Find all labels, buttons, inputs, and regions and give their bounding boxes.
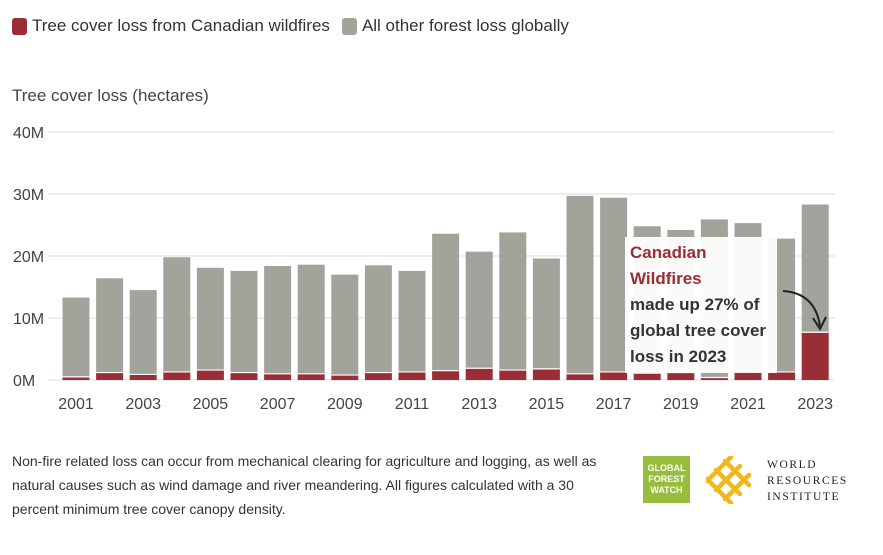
wri-weave-strand [722,472,752,502]
x-tick-label: 2005 [193,396,229,413]
bar-canadian-2020 [700,377,728,380]
bar-other-2017 [600,197,628,372]
x-tick-label: 2023 [797,396,833,413]
wri-line-2: RESOURCES [767,475,848,487]
bar-other-2002 [96,278,124,373]
y-tick-label: 30M [13,187,44,204]
callout-annotation: Canadian Wildfires made up 27% of global… [625,237,777,373]
x-tick-label: 2009 [327,396,363,413]
x-tick-label: 2001 [58,396,94,413]
bar-canadian-2008 [297,373,325,380]
wri-logo-icon [706,456,752,504]
bar-other-2012 [432,233,460,371]
bar-canadian-2003 [129,374,157,380]
wri-line-3: INSTITUTE [767,491,841,503]
y-tick-label: 40M [13,125,44,142]
bar-canadian-2021 [734,370,762,380]
bar-other-2006 [230,270,258,373]
bar-canadian-2022 [768,371,796,380]
bar-other-2013 [465,251,493,369]
bar-canadian-2017 [600,371,628,380]
bar-other-2003 [129,290,157,375]
bar-other-2007 [264,265,292,374]
y-tick-label: 20M [13,249,44,266]
bar-other-2005 [196,267,224,371]
legend-item-canadian: Tree cover loss from Canadian wildfires [12,16,330,36]
bar-canadian-2002 [96,372,124,380]
x-tick-label: 2003 [125,396,161,413]
bar-other-2001 [62,297,90,377]
bar-canadian-2015 [532,368,560,380]
bar-canadian-2001 [62,376,90,380]
bar-canadian-2011 [398,371,426,380]
callout-body: made up 27% of global tree cover loss in… [630,295,767,366]
bar-canadian-2007 [264,373,292,380]
callout-arrow [782,290,821,327]
footnote: Non-fire related loss can occur from mec… [12,453,597,517]
bar-canadian-2006 [230,372,258,380]
wri-logo-text: WORLD RESOURCES INSTITUTE [767,457,848,505]
legend: Tree cover loss from Canadian wildfires … [12,16,581,36]
wri-line-1: WORLD [767,459,818,471]
y-tick-label: 10M [13,311,44,328]
bar-canadian-2012 [432,370,460,380]
bar-canadian-2014 [499,370,527,380]
legend-swatch-other [341,17,357,35]
bar-other-2009 [331,274,359,376]
x-tick-label: 2013 [461,396,497,413]
bar-canadian-2016 [566,373,594,380]
bar-canadian-2023 [801,332,829,380]
callout-arrowhead [812,316,827,332]
x-tick-label: 2015 [529,396,565,413]
bar-canadian-2010 [364,372,392,380]
bar-other-2010 [364,265,392,373]
legend-swatch-canadian [12,17,27,35]
y-axis-title: Tree cover loss (hectares) [12,86,209,105]
x-tick-label: 2021 [730,396,766,413]
bar-other-2015 [532,258,560,369]
legend-label-canadian: Tree cover loss from Canadian wildfires [32,16,330,35]
x-tick-label: 2019 [663,396,699,413]
x-tick-label: 2007 [260,396,296,413]
chart: 0M 10M 20M 30M 40M 2001 2003 2005 2007 2009 2011 20… [13,125,835,413]
bar-other-2016 [566,195,594,374]
bar-canadian-2013 [465,368,493,380]
bar-canadian-2004 [163,371,191,380]
bar-canadian-2005 [196,370,224,380]
legend-item-other: All other forest loss globally [341,16,569,36]
bar-other-2014 [499,232,527,371]
x-tick-label: 2011 [395,396,430,413]
bar-other-2008 [297,264,325,374]
bar-canadian-2009 [331,375,359,380]
bar-canadian-2019 [667,372,695,380]
bar-other-2004 [163,257,191,372]
global-forest-watch-logo: GLOBAL FOREST WATCH [643,456,690,503]
bar-canadian-2018 [633,373,661,380]
bar-other-2011 [398,270,426,372]
legend-label-other: All other forest loss globally [361,16,569,35]
x-tick-label: 2017 [596,396,632,413]
bar-other-2023 [801,204,829,333]
callout-title: Canadian Wildfires [630,243,707,288]
y-tick-label: 0M [13,373,35,390]
